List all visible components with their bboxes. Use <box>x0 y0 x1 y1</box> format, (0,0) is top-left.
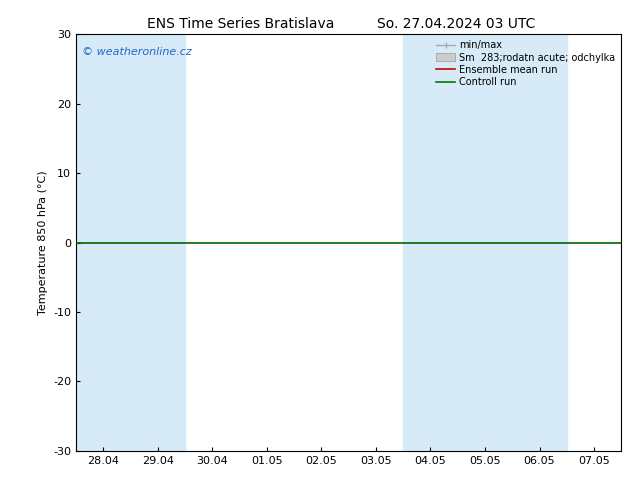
Bar <box>403 34 458 451</box>
Bar <box>131 34 185 451</box>
Bar <box>512 34 567 451</box>
Text: ENS Time Series Bratislava: ENS Time Series Bratislava <box>147 17 335 31</box>
Bar <box>458 34 512 451</box>
Text: © weatheronline.cz: © weatheronline.cz <box>82 47 191 57</box>
Legend: min/max, Sm  283;rodatn acute; odchylka, Ensemble mean run, Controll run: min/max, Sm 283;rodatn acute; odchylka, … <box>432 36 619 91</box>
Text: So. 27.04.2024 03 UTC: So. 27.04.2024 03 UTC <box>377 17 536 31</box>
Y-axis label: Temperature 850 hPa (°C): Temperature 850 hPa (°C) <box>37 170 48 315</box>
Bar <box>76 34 131 451</box>
